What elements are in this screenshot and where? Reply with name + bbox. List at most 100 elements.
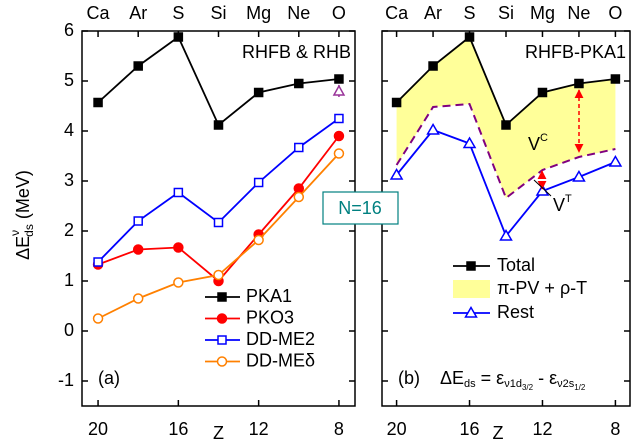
series-line [97, 135, 340, 283]
x-tick-label: 20 [387, 419, 407, 439]
point [132, 244, 144, 255]
y-tick-label: 4 [64, 120, 74, 140]
point [173, 32, 184, 42]
point [173, 242, 184, 253]
top-tick-label: Ne [567, 3, 590, 23]
point [294, 78, 304, 89]
y-tick-label: 2 [64, 220, 74, 240]
point [333, 148, 345, 159]
point [537, 87, 548, 98]
point [132, 293, 144, 304]
arrow-label-tensor: VT [553, 193, 572, 215]
point [610, 74, 621, 84]
top-tick-label: Ca [385, 3, 409, 23]
point [293, 183, 305, 194]
x-tick-label: 16 [460, 419, 480, 439]
legend-marker [466, 261, 476, 271]
point [332, 84, 346, 96]
top-tick-label: Si [210, 3, 226, 23]
panel-label: (a) [98, 368, 120, 388]
legend-marker [216, 313, 228, 324]
point [253, 234, 264, 246]
center-label-box [322, 191, 399, 225]
top-tick-label: O [332, 3, 346, 23]
legend-marker [217, 292, 227, 302]
y-tick-label: 5 [64, 70, 74, 90]
point [389, 168, 404, 180]
y-tick-label: -1 [58, 370, 74, 390]
x-tick-label: 8 [334, 419, 344, 439]
point [92, 313, 104, 324]
point [426, 123, 440, 135]
y-tick-label: 3 [64, 170, 74, 190]
legend-marker [216, 356, 228, 367]
point [293, 191, 305, 203]
point [499, 229, 513, 241]
top-tick-label: Si [498, 3, 514, 23]
top-tick-label: Ar [129, 3, 147, 23]
point [464, 32, 475, 42]
point [608, 155, 623, 167]
point [213, 217, 224, 228]
top-tick-label: Ne [287, 3, 310, 23]
center-label: N=16 [338, 198, 382, 218]
point [173, 277, 184, 288]
top-tick-label: Ca [87, 3, 111, 23]
legend-label: Rest [497, 302, 534, 322]
x-tick-label: 8 [610, 419, 620, 439]
y-tick-label: 0 [64, 320, 74, 340]
point [333, 130, 345, 142]
x-axis-label: Z [493, 423, 504, 443]
arrow-label-coulomb: VC [528, 132, 548, 154]
panel-label: (b) [398, 368, 420, 388]
top-tick-label: S [172, 3, 184, 23]
x-tick-label: 16 [168, 419, 188, 439]
point [133, 61, 143, 71]
legend-label: π-PV + ρ-T [497, 278, 587, 298]
legend-marker [217, 335, 227, 345]
leader-line [533, 179, 552, 197]
legend-label: Total [497, 255, 535, 275]
legend-label: DD-ME2 [246, 329, 315, 349]
point [253, 177, 264, 188]
top-tick-label: Mg [530, 3, 555, 23]
point [93, 97, 103, 108]
point [391, 97, 402, 108]
point [253, 87, 264, 98]
top-tick-label: O [608, 3, 622, 23]
legend-label: DD-MEδ [246, 350, 315, 370]
point [574, 78, 584, 89]
point [133, 216, 143, 226]
legend-label: PKO3 [246, 307, 294, 327]
band-line [395, 102, 616, 200]
point [334, 74, 344, 84]
top-tick-label: S [464, 3, 476, 23]
x-tick-label: 12 [532, 419, 552, 439]
point [93, 257, 103, 267]
y-tick-label: 6 [64, 20, 74, 40]
y-tick-label: 1 [64, 270, 74, 290]
point [294, 142, 304, 153]
top-tick-label: Mg [246, 3, 271, 23]
point [213, 269, 224, 281]
y-axis-label: ΔEνds(MeV) [8, 170, 36, 260]
x-tick-label: 20 [88, 419, 108, 439]
point [428, 61, 438, 71]
point [334, 113, 344, 124]
point [462, 136, 477, 149]
top-tick-label: Ar [424, 3, 442, 23]
x-tick-label: 12 [249, 419, 269, 439]
annotation: RHFB & RHB [242, 42, 351, 62]
band-area [396, 37, 616, 198]
point [501, 120, 511, 130]
point [173, 187, 184, 198]
annotation: RHFB-PKA1 [525, 42, 626, 62]
formula: ΔEds = εν1d3/2 - εν2s1/2 [440, 368, 586, 392]
point [572, 170, 586, 182]
point [213, 120, 224, 130]
x-axis-label: Z [213, 423, 224, 443]
legend-label: PKA1 [246, 286, 292, 306]
legend-swatch [453, 280, 490, 298]
legend-marker [464, 306, 478, 318]
